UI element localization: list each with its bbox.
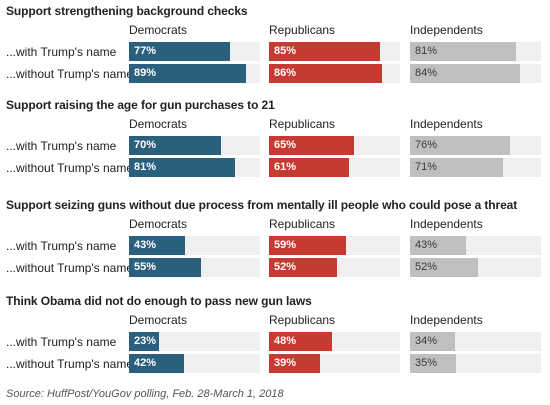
bar-track-independents: 84% (410, 64, 541, 83)
value-label: 77% (134, 45, 157, 57)
bar-track-republicans: 61% (269, 158, 400, 177)
bar-republicans (269, 332, 332, 351)
column-header-republicans: Republicans (269, 217, 336, 231)
bar-track-independents: 35% (410, 354, 541, 373)
column-header-republicans: Republicans (269, 313, 336, 327)
bar-independents (410, 42, 517, 61)
bar-track-independents: 71% (410, 158, 541, 177)
value-label: 84% (415, 67, 438, 79)
bar-independents (410, 64, 521, 83)
value-label: 43% (134, 239, 157, 251)
bar-independents (410, 354, 456, 373)
value-label: 81% (415, 45, 438, 57)
value-label: 76% (415, 139, 438, 151)
value-label: 23% (134, 335, 157, 347)
value-label: 35% (415, 357, 438, 369)
bar-track-republicans: 48% (269, 332, 400, 351)
bar-democrats (129, 354, 185, 373)
bar-independents (410, 236, 467, 255)
column-header-republicans: Republicans (269, 117, 336, 131)
column-header-democrats: Democrats (129, 23, 188, 37)
value-label: 42% (134, 357, 157, 369)
bar-democrats (129, 42, 230, 61)
bar-track-democrats: 42% (129, 354, 260, 373)
bar-track-democrats: 43% (129, 236, 260, 255)
column-header-independents: Independents (410, 313, 483, 327)
row-label: ...without Trump's name (6, 67, 134, 81)
bar-track-independents: 52% (410, 258, 541, 277)
value-label: 61% (274, 161, 297, 173)
row-label: ...with Trump's name (6, 239, 117, 253)
bar-republicans (269, 236, 347, 255)
value-label: 86% (274, 67, 297, 79)
bar-track-republicans: 85% (269, 42, 400, 61)
source-note: Source: HuffPost/YouGov polling, Feb. 28… (6, 388, 284, 400)
bar-track-republicans: 65% (269, 136, 400, 155)
column-header-independents: Independents (410, 23, 483, 37)
bar-democrats (129, 136, 221, 155)
bar-republicans (269, 258, 338, 277)
bar-democrats (129, 236, 186, 255)
bar-democrats (129, 158, 236, 177)
column-header-independents: Independents (410, 217, 483, 231)
row-label: ...without Trump's name (6, 357, 134, 371)
column-header-democrats: Democrats (129, 217, 188, 231)
row-label: ...without Trump's name (6, 261, 134, 275)
bar-democrats (129, 258, 202, 277)
value-label: 59% (274, 239, 297, 251)
bar-track-republicans: 52% (269, 258, 400, 277)
value-label: 89% (134, 67, 157, 79)
value-label: 65% (274, 139, 297, 151)
bar-track-democrats: 81% (129, 158, 260, 177)
value-label: 43% (415, 239, 438, 251)
bar-track-democrats: 23% (129, 332, 260, 351)
bar-republicans (269, 158, 349, 177)
bar-track-republicans: 86% (269, 64, 400, 83)
value-label: 81% (134, 161, 157, 173)
bar-track-democrats: 77% (129, 42, 260, 61)
bar-track-republicans: 59% (269, 236, 400, 255)
value-label: 34% (415, 335, 438, 347)
panel-title: Support seizing guns without due process… (6, 198, 518, 212)
bar-track-republicans: 39% (269, 354, 400, 373)
value-label: 52% (274, 261, 297, 273)
column-header-democrats: Democrats (129, 313, 188, 327)
value-label: 55% (134, 261, 157, 273)
bar-independents (410, 136, 510, 155)
bar-track-independents: 76% (410, 136, 541, 155)
bar-republicans (269, 136, 355, 155)
bar-republicans (269, 64, 382, 83)
bar-track-democrats: 70% (129, 136, 260, 155)
row-label: ...with Trump's name (6, 139, 117, 153)
column-header-republicans: Republicans (269, 23, 336, 37)
bar-track-independents: 81% (410, 42, 541, 61)
value-label: 71% (415, 161, 438, 173)
bar-democrats (129, 64, 246, 83)
bar-track-democrats: 89% (129, 64, 260, 83)
row-label: ...without Trump's name (6, 161, 134, 175)
bar-independents (410, 158, 503, 177)
panel-title: Think Obama did not do enough to pass ne… (6, 294, 312, 308)
bar-track-independents: 34% (410, 332, 541, 351)
value-label: 70% (134, 139, 157, 151)
value-label: 52% (415, 261, 438, 273)
bar-democrats (129, 332, 160, 351)
bar-track-independents: 43% (410, 236, 541, 255)
column-header-independents: Independents (410, 117, 483, 131)
row-label: ...with Trump's name (6, 335, 117, 349)
bar-republicans (269, 42, 381, 61)
value-label: 48% (274, 335, 297, 347)
value-label: 85% (274, 45, 297, 57)
bar-track-democrats: 55% (129, 258, 260, 277)
value-label: 39% (274, 357, 297, 369)
column-header-democrats: Democrats (129, 117, 188, 131)
bar-independents (410, 258, 479, 277)
panel-title: Support strengthening background checks (6, 4, 248, 18)
bar-republicans (269, 354, 321, 373)
row-label: ...with Trump's name (6, 45, 117, 59)
panel-title: Support raising the age for gun purchase… (6, 98, 275, 112)
bar-independents (410, 332, 455, 351)
